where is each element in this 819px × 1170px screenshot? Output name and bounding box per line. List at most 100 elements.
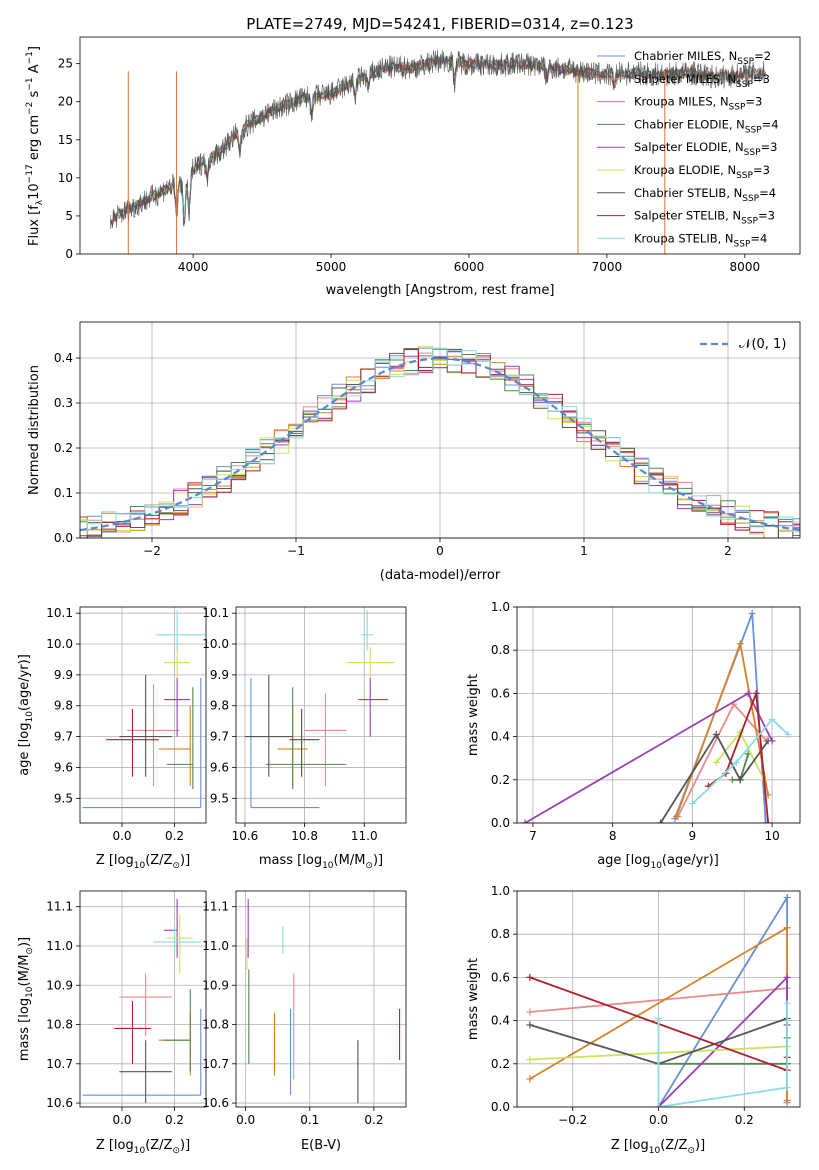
weight-vs-z-ylabel: mass weight [466,958,481,1040]
spectrum-legend [597,55,625,239]
y-tick-label: 0.8 [491,643,510,657]
mass_vs_ebv-plot-area [246,898,401,1104]
weight-marker [783,1084,791,1092]
age_vs_mass-axes: 10.6 10.8 11.0 9.5 9.6 9.7 9.8 9.9 10.0 10.1 [202,606,407,843]
error-bar-point [127,684,180,786]
y-tick-label: 9.5 [54,791,73,805]
legend-entry-part: SSP [736,80,753,90]
age-vs-z-xlabel: Z [log10(Z/Z⊙)] [96,853,190,871]
weight-vs-age-xlabel-part: age [log [597,853,650,868]
spectrum-ylabel: Flux [fλ10−17 erg cm−2 s−1 A−1] [25,46,45,246]
legend-entry-part: SSP [744,148,761,158]
x-tick-label: −2 [143,544,161,558]
legend-entry-part: SSP [729,103,746,113]
x-tick-label: 8000 [730,260,761,274]
x-tick-label: 4000 [178,260,209,274]
x-tick-label: 0.0 [112,829,131,843]
weight-marker [655,1103,662,1107]
y-tick-label: 0.2 [491,773,510,787]
weight-vs-z-xlabel-part: Z [log [611,1138,649,1153]
error-bar-point [82,1008,202,1096]
age-vs-mass-xlabel-part: 10 [322,861,334,871]
y-tick-label: 1.0 [491,884,510,898]
x-tick-label: 8 [609,829,617,843]
mass_vs_Z-frame [79,890,207,1108]
error-bar-point [304,693,347,786]
x-tick-label: 1 [580,544,588,558]
error-bar-point [164,989,191,1072]
x-tick-label: 0.2 [364,1113,383,1127]
y-tick-label: 11.0 [46,939,73,953]
spectrum-xlabel: wavelength [Angstrom, rest frame] [326,283,555,298]
y-tick-label: 10.0 [202,637,229,651]
error-bar-point [244,674,293,777]
legend-entry-part: SSP [734,239,751,249]
legend-entry: Kroupa ELODIE, NSSP=3 [634,163,770,181]
weight-marker [752,689,760,697]
legend-entry-part: Kroupa STELIB, N [634,231,734,245]
y-tick-label: 9.8 [210,699,229,713]
spectrum-ylabel-part: −17 [25,164,35,183]
weight-marker [783,973,791,981]
weight_vs_age-axes: 7 8 9 10 0.0 0.2 0.4 0.6 0.8 1.0 [491,600,801,843]
legend-entry-part: Salpeter MILES, N [634,72,736,86]
age-vs-z-ylabel-part: 10 [25,711,35,723]
legend-entry-part: Kroupa ELODIE, N [634,163,736,177]
age-vs-z-xlabel-part: 10 [134,861,146,871]
weight-vs-age-xlabel-part: 10 [650,861,662,871]
age-vs-mass-xlabel-part: mass [log [259,853,322,868]
age_vs_Z-axes: 0.0 0.2 9.5 9.6 9.7 9.8 9.9 10.0 10.1 [46,606,207,843]
y-tick-label: 20 [58,95,73,109]
mass-vs-z-ylabel-part: 10 [25,986,35,998]
age-vs-z-ylabel: age [log10(age/yr)] [17,654,35,776]
weight-marker [526,973,534,981]
legend-entry-part: SSP [741,217,758,227]
residuals-axes: −2 −1 0 1 2 0.0 0.1 0.2 0.3 0.4 [54,321,801,558]
weight-marker [526,1021,534,1029]
weight_vs_age-frame [516,606,801,824]
weight-vs-age-xlabel: age [log10(age/yr)] [597,853,719,871]
error-bar-point [156,610,206,651]
error-bar-point [358,677,389,737]
mass-vs-z-xlabel-part: ⊙ [172,1146,180,1156]
age-vs-z-xlabel-part: Z [log [96,853,134,868]
weight-marker [764,819,772,823]
x-tick-label: 7 [529,829,537,843]
legend-entry-part: =3 [753,163,770,177]
y-tick-label: 10.1 [46,606,73,620]
spectrum-ylabel-part: 10 [27,183,42,200]
y-tick-label: 9.9 [210,668,229,682]
legend-entry-part: Chabrier ELODIE, N [634,117,745,131]
weight-marker [762,819,770,823]
y-tick-label: 9.6 [210,760,229,774]
y-tick-label: 10 [58,171,73,185]
y-tick-label: 10.8 [202,1018,229,1032]
y-tick-label: 0 [65,247,73,261]
error-bar-point [119,1040,172,1104]
legend-entry-part: =3 [758,209,775,223]
normal-distribution-curve [80,357,800,532]
y-tick-label: 0.8 [491,927,510,941]
residual-histogram [80,345,800,535]
x-tick-label: 0.1 [300,1113,319,1127]
weight-marker [783,893,791,901]
legend-entry-part: Kroupa MILES, N [634,95,729,109]
legend-entry: Kroupa MILES, NSSP=3 [634,95,762,113]
legend-entry: Chabrier STELIB, NSSP=4 [634,186,776,204]
y-tick-label: 10.6 [202,1096,229,1110]
legend-entry-part: SSP [736,171,753,181]
error-bar-point [265,687,347,790]
x-tick-label: 0.0 [112,1113,131,1127]
y-tick-label: 0.0 [491,1100,510,1114]
y-tick-label: 5 [65,209,73,223]
legend-entry-part: Salpeter STELIB, N [634,209,741,223]
weight-vs-z-xlabel-part: (Z/Z [660,1138,687,1153]
spectrum-ylabel-part: −1 [25,77,35,90]
weight-marker [526,1075,534,1083]
spectrum-ylabel-part: λ [35,199,45,205]
x-tick-label: 10 [764,829,779,843]
age-vs-mass-xlabel-part: (M/M [334,853,366,868]
y-tick-label: 0.2 [54,441,73,455]
x-tick-label: 0.2 [165,1113,184,1127]
